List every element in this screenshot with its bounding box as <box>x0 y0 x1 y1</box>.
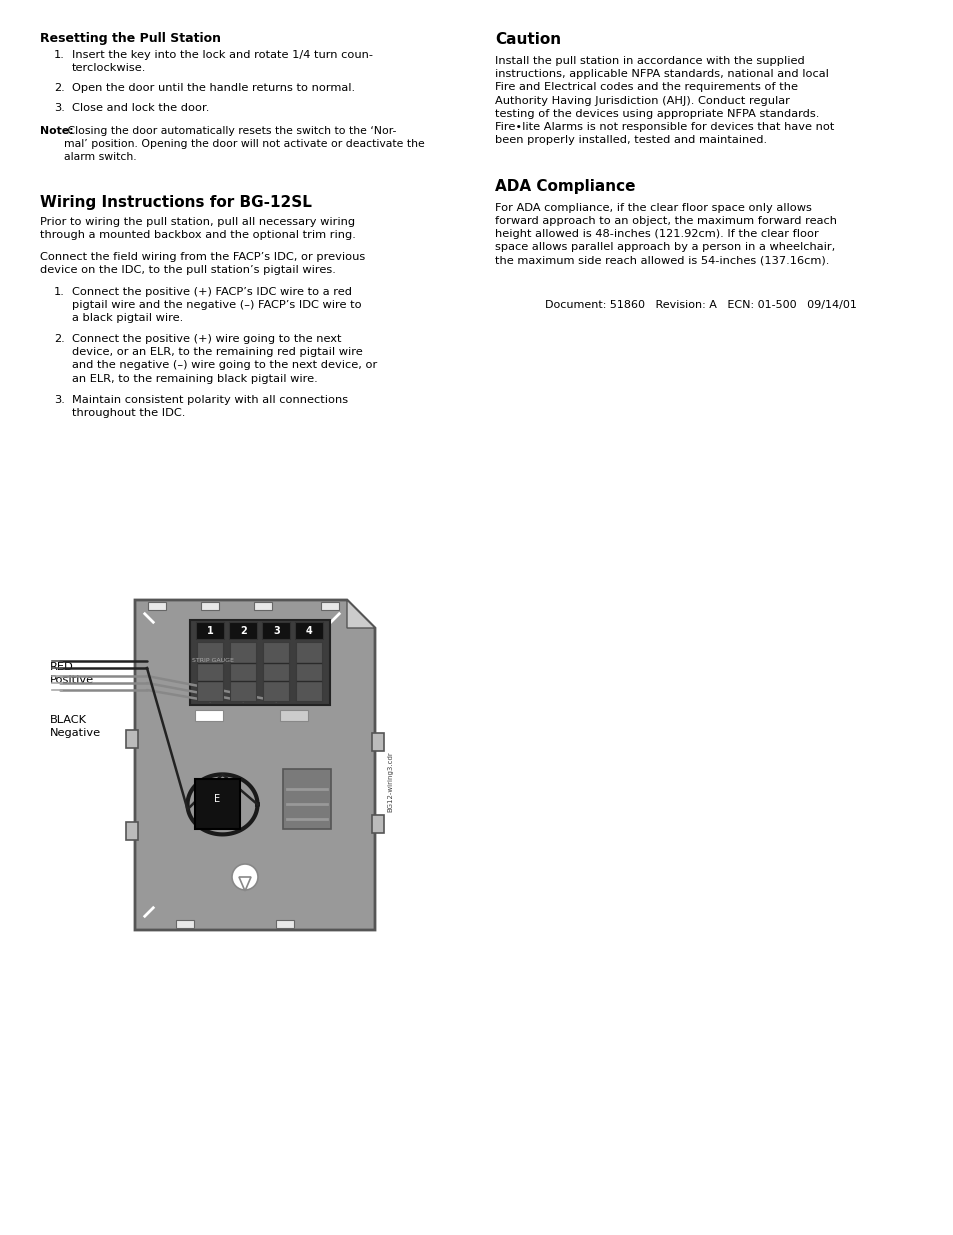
Bar <box>275 920 294 927</box>
Text: Install the pull station in accordance with the supplied
instructions, applicabl: Install the pull station in accordance w… <box>495 56 834 146</box>
Text: Negative: Negative <box>50 727 101 739</box>
Text: 1: 1 <box>207 625 213 636</box>
Text: 4: 4 <box>306 625 313 636</box>
Text: 1.: 1. <box>54 287 65 296</box>
Bar <box>190 620 330 705</box>
Text: 2: 2 <box>240 625 247 636</box>
Text: Caution: Caution <box>495 32 560 47</box>
Bar <box>230 622 257 638</box>
Bar <box>126 823 138 840</box>
Bar <box>262 622 291 638</box>
Text: Connect the field wiring from the FACP’s IDC, or previous
device on the IDC, to : Connect the field wiring from the FACP’s… <box>40 252 365 274</box>
Text: Document: 51860   Revision: A   ECN: 01-500   09/14/01: Document: 51860 Revision: A ECN: 01-500 … <box>544 300 856 310</box>
Bar <box>372 732 384 751</box>
Text: Positive: Positive <box>50 676 94 685</box>
Bar <box>295 622 323 638</box>
Bar <box>372 815 384 834</box>
Bar <box>253 601 272 610</box>
Bar <box>194 779 240 830</box>
Text: Prior to wiring the pull station, pull all necessary wiring
through a mounted ba: Prior to wiring the pull station, pull a… <box>40 216 355 240</box>
Text: E: E <box>214 794 220 804</box>
Text: 2.: 2. <box>54 83 65 93</box>
Bar <box>231 642 256 701</box>
Text: Maintain consistent polarity with all connections
throughout the IDC.: Maintain consistent polarity with all co… <box>71 395 348 419</box>
Text: BG12-wiring3.cdr: BG12-wiring3.cdr <box>387 751 393 811</box>
Text: Insert the key into the lock and rotate 1/4 turn coun-
terclockwise.: Insert the key into the lock and rotate … <box>71 49 373 73</box>
Text: Wiring Instructions for BG-12SL: Wiring Instructions for BG-12SL <box>40 194 312 210</box>
Text: 3.: 3. <box>54 395 65 405</box>
Text: 1.: 1. <box>54 49 65 61</box>
Text: 3.: 3. <box>54 103 65 112</box>
Text: Resetting the Pull Station: Resetting the Pull Station <box>40 32 221 44</box>
Polygon shape <box>347 600 375 629</box>
Text: BLACK: BLACK <box>50 715 87 725</box>
Text: Open the door until the handle returns to normal.: Open the door until the handle returns t… <box>71 83 355 93</box>
Bar <box>280 710 308 721</box>
Text: Connect the positive (+) FACP’s IDC wire to a red
pigtail wire and the negative : Connect the positive (+) FACP’s IDC wire… <box>71 287 361 322</box>
Text: Connect the positive (+) wire going to the next
device, or an ELR, to the remain: Connect the positive (+) wire going to t… <box>71 333 376 384</box>
Bar <box>201 601 219 610</box>
Text: Close and lock the door.: Close and lock the door. <box>71 103 209 112</box>
Text: Closing the door automatically resets the switch to the ‘Nor-
mal’ position. Ope: Closing the door automatically resets th… <box>64 126 424 162</box>
Bar <box>175 920 193 927</box>
Text: 3: 3 <box>273 625 279 636</box>
Text: For ADA compliance, if the clear floor space only allows
forward approach to an : For ADA compliance, if the clear floor s… <box>495 203 836 266</box>
Bar <box>283 769 331 830</box>
Bar <box>296 642 322 701</box>
Bar <box>196 622 224 638</box>
Text: RED: RED <box>50 662 73 672</box>
Bar <box>197 642 223 701</box>
Text: STRIP GAUGE: STRIP GAUGE <box>192 657 233 662</box>
Bar <box>126 730 138 747</box>
Polygon shape <box>135 600 375 930</box>
Bar <box>320 601 338 610</box>
Text: ADA Compliance: ADA Compliance <box>495 179 635 194</box>
Text: Note:: Note: <box>40 126 73 136</box>
Text: 2.: 2. <box>54 333 65 345</box>
Bar <box>194 710 223 721</box>
Bar <box>263 642 289 701</box>
Polygon shape <box>239 877 251 890</box>
Bar <box>148 601 166 610</box>
Circle shape <box>232 864 257 890</box>
